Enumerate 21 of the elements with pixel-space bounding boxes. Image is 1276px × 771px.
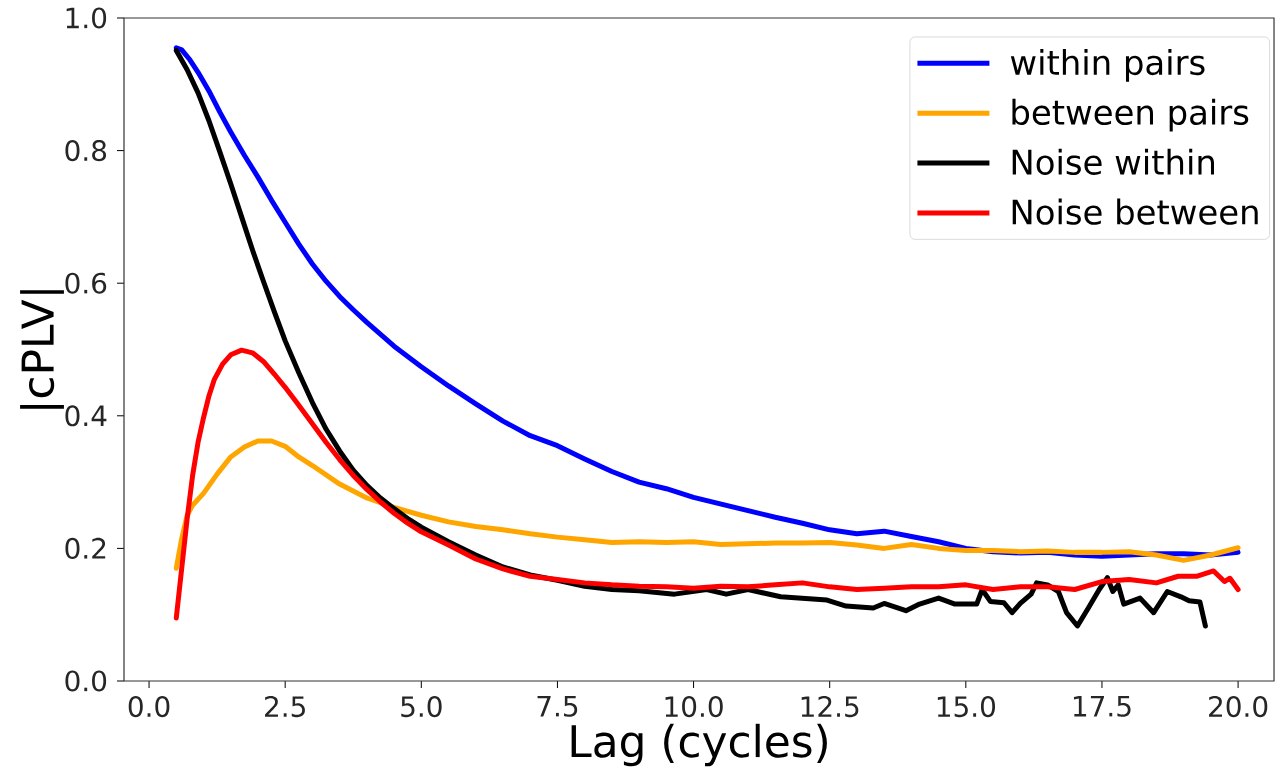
y-tick-label: 0.6: [65, 272, 107, 294]
x-tick-label: 20.0: [1209, 696, 1268, 718]
x-tick-label: 17.5: [1073, 696, 1131, 717]
x-tick-label: 5.0: [401, 696, 442, 718]
x-tick-label: 2.5: [265, 696, 305, 718]
x-tick-label: 10.0: [665, 696, 723, 718]
y-tick-label: 1.0: [66, 7, 107, 29]
legend-label: Noise between: [1012, 198, 1258, 225]
y-tick-label: 0.2: [65, 537, 106, 559]
x-tick-label: 15.0: [937, 696, 996, 718]
legend-label: within pairs: [1010, 48, 1205, 82]
y-tick-label: 0.0: [65, 670, 107, 692]
y-tick-label: 0.8: [65, 140, 107, 162]
y-tick-label: 0.4: [65, 405, 107, 427]
x-tick-label: 7.5: [537, 696, 578, 717]
legend-label: between pairs: [1012, 98, 1249, 132]
legend-label: Noise within: [1012, 148, 1214, 175]
y-axis-title: |cPLV|: [20, 290, 64, 409]
x-tick-label: 12.5: [801, 696, 859, 718]
x-tick-label: 0.0: [128, 696, 170, 718]
x-axis-title: Lag (cycles): [571, 723, 827, 767]
